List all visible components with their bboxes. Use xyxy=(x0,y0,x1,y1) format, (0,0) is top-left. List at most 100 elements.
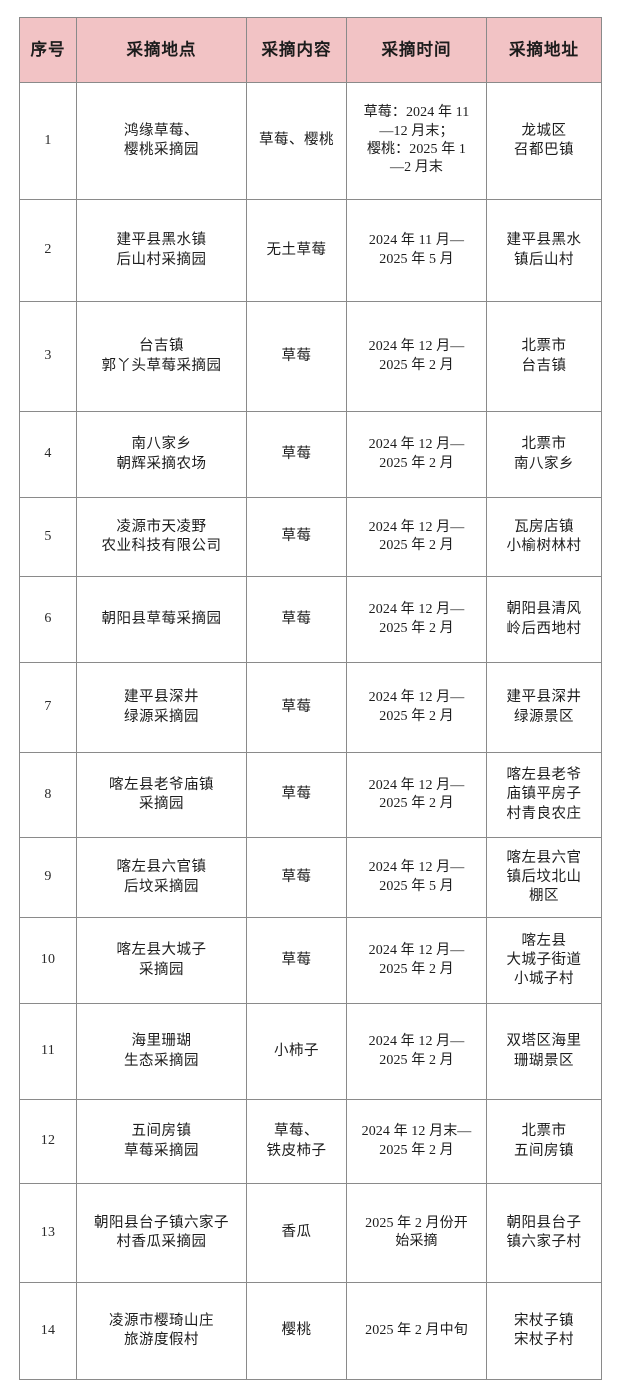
cell-line: 凌源市天凌野 xyxy=(116,518,207,535)
cell-time: 2024 年 12 月— 2025 年 2 月 xyxy=(346,662,487,753)
cell-line: 五间房镇 xyxy=(514,1142,574,1159)
cell-time: 2024 年 12 月末— 2025 年 2 月 xyxy=(346,1099,487,1184)
cell-place: 喀左县老爷庙镇 采摘园 xyxy=(76,752,247,838)
table-row: 9 喀左县六官镇 后坟采摘园 草莓 2024 年 12 月— 2025 年 5 月喀左县六… xyxy=(19,837,602,918)
cell-time: 2024 年 12 月— 2025 年 2 月 xyxy=(346,497,487,577)
cell-line: 北票市 xyxy=(521,1123,567,1140)
cell-content: 草莓 xyxy=(246,917,347,1004)
cell-line: 台吉镇 xyxy=(139,338,184,355)
cell-time: 2024 年 12 月— 2025 年 5 月 xyxy=(346,837,487,918)
table-row: 10 喀左县大城子 采摘园 草莓 2024 年 12 月— 2025 年 2 月喀左县 大城… xyxy=(19,917,602,1004)
cell-line: 2024 年 12 月— xyxy=(368,602,465,618)
cell-line: 镇后坟北山 xyxy=(506,868,582,885)
cell-address: 北票市 南八家乡 xyxy=(486,411,602,498)
cell-line: 2024 年 12 月— xyxy=(368,860,465,876)
cell-line: 草莓 xyxy=(281,347,312,364)
table-row: 14 凌源市樱琦山庄 旅游度假村 樱桃 2025 年 2 月中旬 宋杖子镇 宋杖子村 xyxy=(19,1282,602,1380)
cell-line: 旅游度假村 xyxy=(124,1332,199,1348)
cell-line: 2025 年 2 月中旬 xyxy=(365,1322,468,1338)
cell-content: 草莓 xyxy=(246,837,347,918)
cell-line: 棚区 xyxy=(529,888,559,905)
cell-line: 生态采摘园 xyxy=(124,1052,199,1069)
cell-time: 草莓：2024 年 11 —12 月末； 樱桃：2025 年 1 —2 月末 xyxy=(346,82,487,200)
cell-line: 草莓 xyxy=(281,698,312,715)
cell-time: 2024 年 12 月— 2025 年 2 月 xyxy=(346,752,487,838)
cell-line: 喀左县 xyxy=(521,932,567,949)
cell-line: 五间房镇 xyxy=(131,1123,192,1140)
cell-address: 宋杖子镇 宋杖子村 xyxy=(486,1282,602,1380)
cell-line: 绿源采摘园 xyxy=(124,708,199,725)
table-row: 4 南八家乡 朝辉采摘农场 草莓 2024 年 12 月— 2025 年 2 月北票市 南八… xyxy=(19,411,602,498)
cell-line: 鸿缘草莓、 xyxy=(124,122,199,139)
cell-content: 小柿子 xyxy=(246,1003,347,1100)
cell-address: 喀左县 大城子街道 小城子村 xyxy=(486,917,602,1004)
cell-time: 2024 年 12 月— 2025 年 2 月 xyxy=(346,1003,487,1100)
cell-line: 北票市 xyxy=(521,338,567,355)
cell-place: 鸿缘草莓、 樱桃采摘园 xyxy=(76,82,247,200)
column-header-address: 采摘地址 xyxy=(486,17,602,83)
cell-line: 2024 年 12 月— xyxy=(368,943,465,959)
cell-index: 3 xyxy=(19,301,77,412)
column-header-place: 采摘地点 xyxy=(76,17,247,83)
cell-line: 建平县深井 xyxy=(124,689,199,706)
cell-time: 2025 年 2 月份开 始采摘 xyxy=(346,1183,487,1283)
cell-place: 喀左县大城子 采摘园 xyxy=(76,917,247,1004)
cell-line: 岭后西地村 xyxy=(506,620,582,637)
cell-place: 五间房镇 草莓采摘园 xyxy=(76,1099,247,1184)
cell-address: 建平县黑水 镇后山村 xyxy=(486,199,602,302)
cell-line: 2025 年 2 月 xyxy=(379,620,454,636)
cell-line: 朝辉采摘农场 xyxy=(116,455,207,472)
cell-line: 2025 年 5 月 xyxy=(379,878,454,894)
cell-line: 召都巴镇 xyxy=(514,142,574,158)
cell-line: 2025 年 2 月份开 xyxy=(365,1215,468,1231)
cell-index: 7 xyxy=(19,662,77,753)
cell-address: 建平县深井 绿源景区 xyxy=(486,662,602,753)
cell-line: 喀左县老爷 xyxy=(506,767,582,784)
cell-time: 2024 年 12 月— 2025 年 2 月 xyxy=(346,576,487,663)
cell-line: 2025 年 2 月 xyxy=(379,961,454,977)
cell-line: 草莓：2024 年 11 xyxy=(363,105,470,121)
cell-line: 村青良农庄 xyxy=(506,805,582,822)
cell-line: 朝阳县清风 xyxy=(506,601,582,618)
cell-line: 小柿子 xyxy=(274,1042,319,1059)
cell-line: 采摘园 xyxy=(139,961,184,978)
picking-spots-table: 序号 采摘地点 采摘内容 采摘时间 采摘地址 1 鸿缘草莓、 樱桃采摘园 草莓、樱桃草… xyxy=(19,17,602,1380)
cell-line: 镇六家子村 xyxy=(506,1234,582,1250)
cell-line: 2025 年 2 月 xyxy=(379,455,454,471)
cell-line: 2024 年 12 月末— xyxy=(361,1124,472,1140)
cell-line: 朝阳县台子镇六家子 xyxy=(94,1214,229,1231)
cell-index: 2 xyxy=(19,199,77,302)
table-body: 1 鸿缘草莓、 樱桃采摘园 草莓、樱桃 草莓：2024 年 11 —12 月末； 樱桃：20… xyxy=(19,82,602,1380)
cell-line: 村香瓜采摘园 xyxy=(116,1234,207,1250)
cell-line: 2025 年 2 月 xyxy=(379,357,454,373)
cell-line: 樱桃 xyxy=(281,1322,312,1339)
cell-line: 宋杖子镇 xyxy=(514,1312,574,1329)
cell-content: 草莓 xyxy=(246,411,347,498)
column-header-content: 采摘内容 xyxy=(246,17,347,83)
cell-line: 草莓 xyxy=(281,445,312,462)
cell-line: 草莓 xyxy=(281,528,312,545)
cell-line: 海里珊瑚 xyxy=(131,1033,192,1050)
cell-address: 龙城区 召都巴镇 xyxy=(486,82,602,200)
cell-line: 2025 年 2 月 xyxy=(379,538,454,553)
table-row: 6 朝阳县草莓采摘园 草莓 2024 年 12 月— 2025 年 2 月 朝阳县清风 岭后… xyxy=(19,576,602,663)
cell-line: 喀左县六官镇 xyxy=(116,859,207,876)
cell-index: 11 xyxy=(19,1003,77,1100)
cell-line: 绿源景区 xyxy=(514,708,574,725)
cell-line: 2024 年 12 月— xyxy=(368,437,465,453)
cell-line: 始采摘 xyxy=(395,1234,438,1249)
cell-line: 2025 年 2 月 xyxy=(379,796,454,811)
cell-address: 北票市 台吉镇 xyxy=(486,301,602,412)
table-row: 1 鸿缘草莓、 樱桃采摘园 草莓、樱桃 草莓：2024 年 11 —12 月末； 樱桃：20… xyxy=(19,82,602,200)
cell-line: 草莓 xyxy=(281,951,312,968)
cell-time: 2025 年 2 月中旬 xyxy=(346,1282,487,1380)
cell-line: 建平县黑水 xyxy=(506,232,582,249)
cell-line: 大城子街道 xyxy=(506,951,582,968)
cell-time: 2024 年 12 月— 2025 年 2 月 xyxy=(346,411,487,498)
table-row: 7 建平县深井绿源采摘园 草莓 2024 年 12 月— 2025 年 2 月建平县深井… xyxy=(19,662,602,753)
cell-time: 2024 年 12 月— 2025 年 2 月 xyxy=(346,301,487,412)
cell-content: 草莓 xyxy=(246,662,347,753)
cell-place: 建平县黑水镇 后山村采摘园 xyxy=(76,199,247,302)
cell-line: 喀左县大城子 xyxy=(116,942,207,959)
cell-line: 樱桃：2025 年 1 xyxy=(366,142,467,157)
